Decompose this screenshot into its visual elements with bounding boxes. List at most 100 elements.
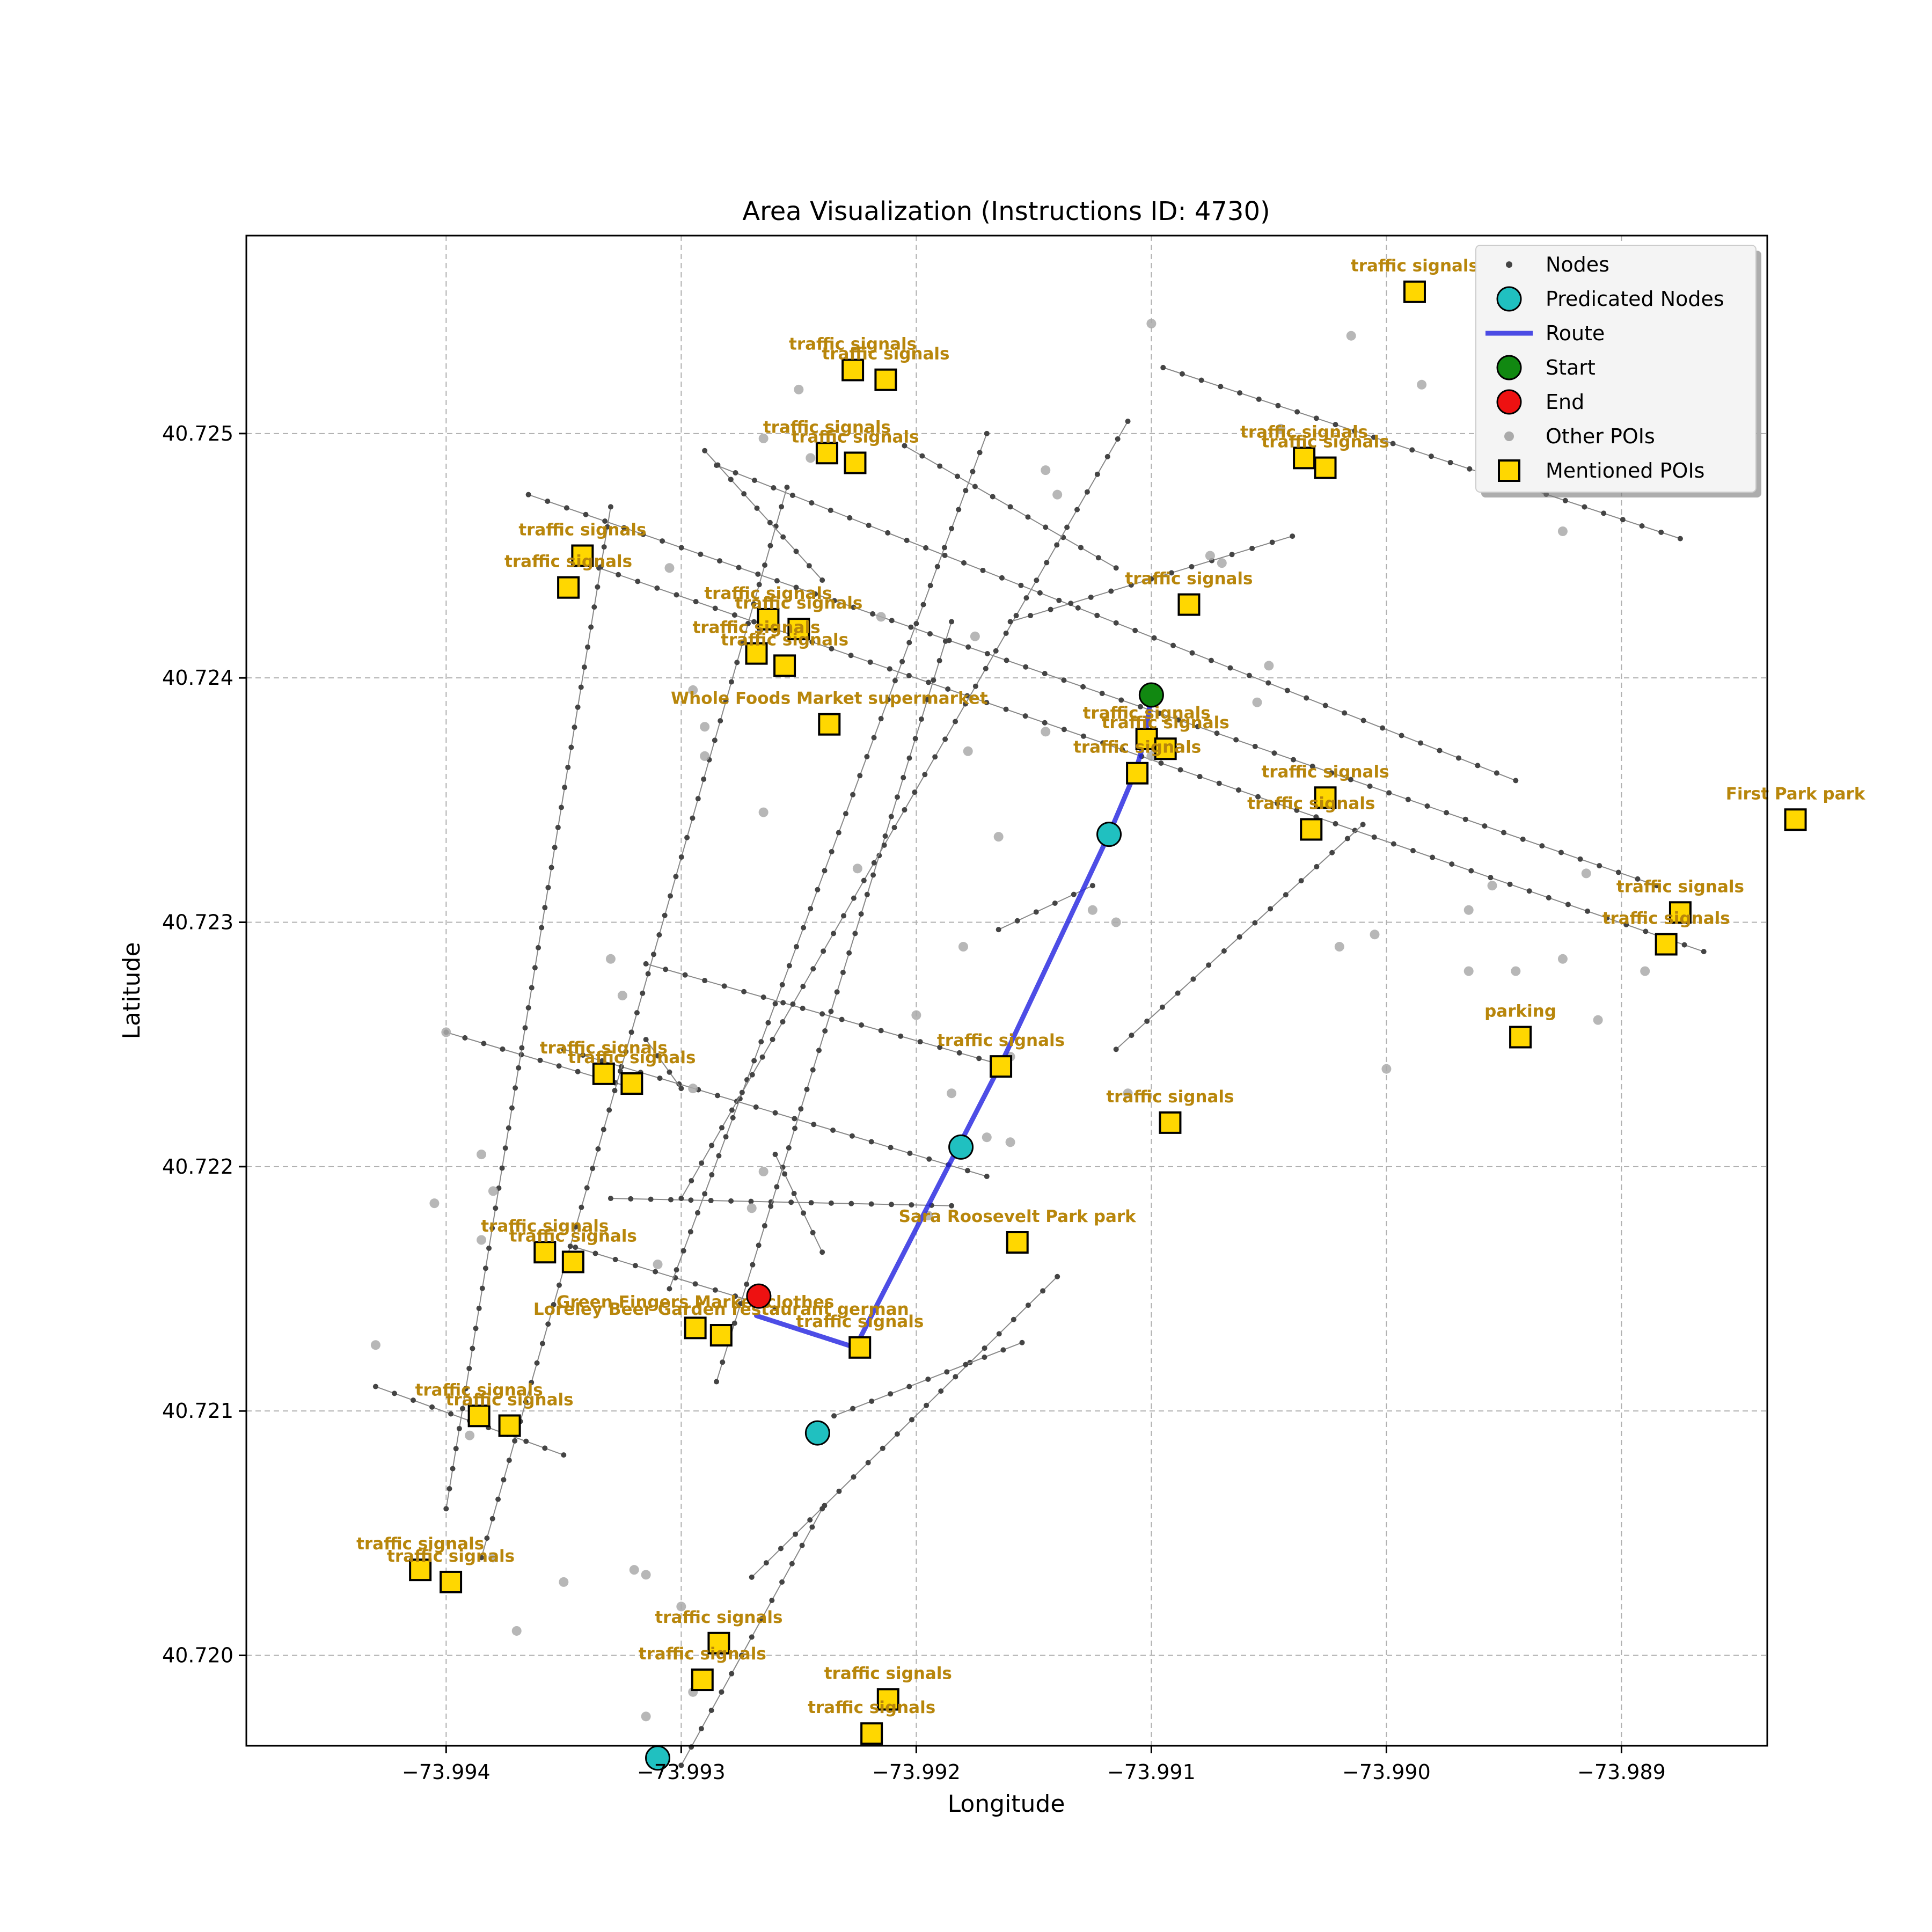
node-dot [953,719,958,724]
mentioned-poi-marker [815,442,838,465]
node-dot [1033,909,1039,915]
other-poi-dot [1487,881,1497,891]
node-dot [1437,748,1443,753]
node-dot [888,1145,894,1151]
node-dot [1000,1347,1006,1353]
node-dot [592,1250,598,1256]
node-dot [676,1081,682,1087]
node-dot [976,1056,982,1062]
node-dot [898,1033,904,1039]
node-dot [590,1166,596,1172]
node-dot [793,1531,799,1537]
legend: Nodes Predicated Nodes Route Start End Other … [1475,245,1761,497]
legend-label: Start [1546,356,1596,379]
mentioned-poi-marker [1314,786,1337,809]
node-dot [754,505,760,511]
node-dot [1113,1046,1119,1052]
legend-predicted-icon [1496,286,1522,312]
node-dot [1507,881,1513,887]
node-dot [695,796,701,802]
mentioned-poi-label: traffic signals [763,418,891,437]
other-poi-dot [1381,1064,1392,1074]
node-dot [558,804,564,810]
node-dot [1256,396,1262,402]
node-dot [539,1341,545,1346]
other-poi-dot [477,1235,487,1245]
mentioned-poi-marker [691,1668,714,1692]
route-line [754,692,1154,1350]
node-dot [961,560,967,566]
mentioned-poi-label: traffic signals [655,1608,782,1627]
node-dot [1137,704,1143,709]
node-dot [772,1152,778,1158]
node-dot [751,477,757,483]
node-dot [1011,1316,1016,1322]
node-dot [808,906,814,912]
node-dot [864,891,870,897]
node-dot [534,1360,540,1366]
mentioned-poi-marker [844,451,867,474]
node-dot [678,1196,684,1202]
node-dot [579,1204,584,1210]
chart-title: Area Visualization (Instructions ID: 473… [742,196,1270,226]
node-dot [819,1506,825,1512]
node-dot [678,545,684,551]
node-dot [1037,590,1043,596]
node-dot [738,1652,744,1658]
node-dot [1246,672,1252,678]
node-dot [684,835,690,840]
node-dot [902,807,908,813]
other-poi-dot [1640,966,1650,976]
node-dot [1013,613,1019,619]
node-dot [1158,760,1164,766]
mentioned-poi-marker [757,608,780,631]
node-dot [801,925,807,931]
node-dot [984,1174,990,1180]
node-dot [1094,471,1100,477]
node-dot [800,984,806,990]
node-dot [953,1374,958,1380]
node-dot [871,735,877,741]
other-poi-dot [806,453,816,463]
node-dot [1208,657,1214,663]
node-dot [866,522,872,528]
node-dot [924,1402,930,1408]
node-dot [656,932,662,938]
node-dot [758,1039,764,1045]
node-dot [1371,834,1377,840]
node-dot [1298,878,1304,884]
node-dot [702,1191,708,1197]
node-dot [1198,377,1204,383]
mentioned-poi-label: traffic signals [1240,422,1368,442]
node-dot [447,1485,452,1491]
mentioned-poi-label: traffic signals [796,1312,924,1331]
node-dot [1329,850,1335,855]
node-dot [709,1172,715,1178]
node-dot [728,477,734,482]
mentioned-poi-marker [709,1324,733,1347]
node-dot [548,865,554,870]
node-dot [1643,928,1649,934]
node-dot [982,1355,987,1360]
node-dot [908,624,914,630]
node-dot [843,811,848,817]
node-dot [868,1139,874,1145]
other-poi-dot [441,1027,451,1037]
node-dot [673,874,679,880]
node-dot [756,1242,762,1248]
mentioned-poi-label: traffic signals [789,334,917,354]
node-dot [765,1020,771,1026]
node-dot [917,1039,923,1045]
node-dot [701,776,707,782]
node-dot [1018,582,1024,588]
node-dot [723,698,729,704]
node-dot [561,1046,567,1052]
mentioned-poi-marker [409,1558,432,1582]
node-dot [1390,441,1396,447]
node-dot [1099,691,1105,697]
node-dot [482,1265,488,1271]
node-dot [1074,507,1080,513]
node-dot [804,1086,810,1092]
mentioned-poi-label: Whole Foods Market supermarket [671,689,988,708]
node-dot [1132,627,1138,633]
